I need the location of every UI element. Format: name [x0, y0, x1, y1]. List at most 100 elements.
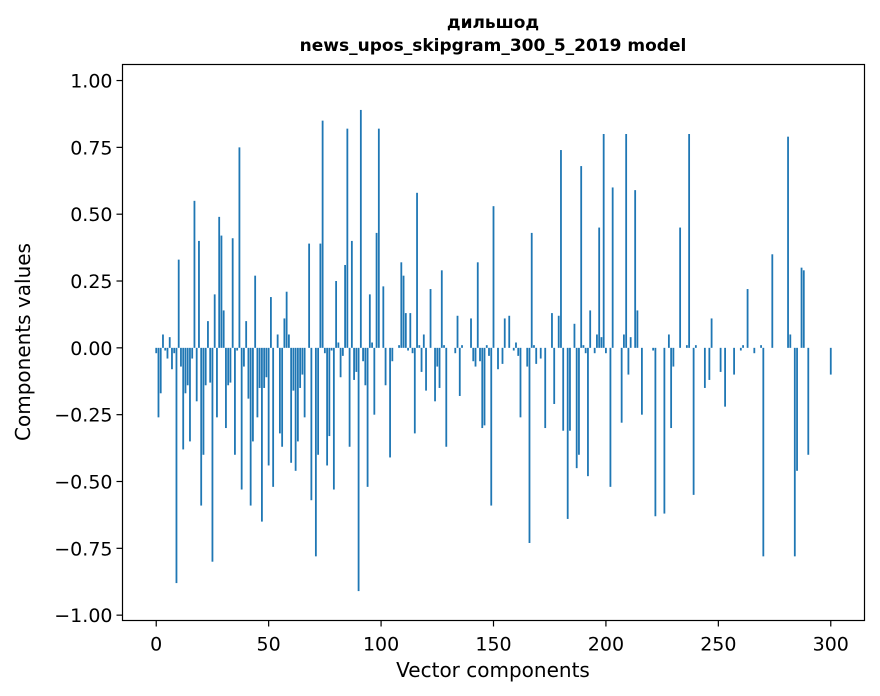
bar — [373, 347, 376, 415]
bar — [186, 347, 189, 386]
bar — [267, 347, 270, 466]
bar — [321, 120, 324, 348]
bar — [326, 347, 329, 466]
bar — [328, 347, 331, 437]
bar — [481, 347, 484, 429]
bar — [742, 345, 744, 348]
bar — [323, 347, 326, 354]
bar — [501, 347, 504, 364]
bar — [407, 347, 409, 351]
bar — [272, 347, 275, 487]
bar — [575, 347, 578, 469]
bar — [157, 347, 160, 418]
bar — [339, 347, 342, 378]
bar — [625, 134, 628, 348]
bar — [685, 345, 688, 348]
bar — [366, 347, 369, 487]
y-tick-label: −0.75 — [54, 538, 112, 560]
bar — [800, 267, 803, 348]
bar — [526, 347, 529, 367]
bar — [357, 347, 360, 592]
bar — [587, 347, 589, 477]
bar — [589, 310, 592, 348]
bar — [503, 318, 506, 348]
bar — [227, 347, 230, 386]
bar — [438, 347, 441, 388]
bar — [261, 347, 263, 522]
x-axis-label: Vector components — [396, 658, 590, 682]
bar — [569, 347, 571, 431]
bar — [654, 347, 657, 517]
bar — [330, 347, 333, 351]
bar — [829, 347, 832, 375]
bar — [189, 347, 191, 442]
bar — [629, 337, 632, 348]
bar — [207, 321, 209, 348]
y-tick-label: 1.00 — [70, 71, 112, 93]
bar — [641, 347, 643, 415]
bar — [760, 345, 762, 348]
bar — [287, 334, 290, 348]
bar — [443, 345, 445, 348]
bar — [492, 206, 495, 348]
bar — [177, 259, 180, 348]
bar — [191, 347, 194, 359]
bar — [234, 347, 236, 455]
bar — [593, 347, 596, 354]
bar — [436, 347, 439, 367]
bar — [353, 347, 355, 380]
bar — [159, 347, 162, 394]
bar — [562, 347, 565, 431]
bar — [364, 347, 367, 386]
bar — [694, 345, 697, 348]
bar — [771, 254, 774, 348]
bar — [240, 347, 243, 490]
bar — [166, 347, 169, 359]
bar — [458, 347, 461, 396]
bar — [173, 347, 176, 354]
x-tick-label: 50 — [257, 634, 281, 656]
bar — [472, 347, 475, 362]
bar — [508, 315, 511, 348]
bar — [623, 334, 625, 348]
bar — [263, 347, 266, 388]
bar — [454, 347, 457, 354]
bar — [703, 347, 706, 388]
bar — [283, 318, 286, 348]
bar — [252, 347, 254, 442]
bar — [535, 347, 538, 364]
bar — [355, 347, 358, 372]
bar — [692, 347, 695, 495]
bar — [787, 136, 789, 348]
bar — [584, 347, 587, 354]
chart-title-line-2: news_upos_skipgram_300_5_2019 model — [300, 36, 687, 56]
x-tick-label: 150 — [475, 634, 511, 656]
bar — [600, 337, 603, 348]
bar — [281, 347, 284, 447]
bar — [213, 294, 216, 348]
bar — [391, 347, 394, 362]
bar — [249, 347, 252, 506]
bar — [544, 347, 547, 429]
x-tick-label: 200 — [588, 634, 624, 656]
bar — [528, 347, 531, 543]
bar — [368, 294, 371, 348]
bar — [308, 243, 311, 348]
bar — [461, 345, 463, 348]
bar — [292, 347, 295, 391]
bar — [200, 347, 203, 506]
bar — [193, 200, 196, 348]
bar — [753, 347, 756, 354]
bar — [566, 347, 569, 519]
bar — [382, 286, 385, 348]
y-tick-label: 0.50 — [70, 204, 112, 226]
bar — [389, 347, 391, 458]
bar — [319, 243, 322, 348]
bar — [429, 289, 432, 348]
bar — [202, 347, 205, 455]
bar — [634, 190, 637, 348]
bar — [211, 347, 214, 562]
bar — [265, 347, 268, 378]
bar — [539, 347, 542, 359]
